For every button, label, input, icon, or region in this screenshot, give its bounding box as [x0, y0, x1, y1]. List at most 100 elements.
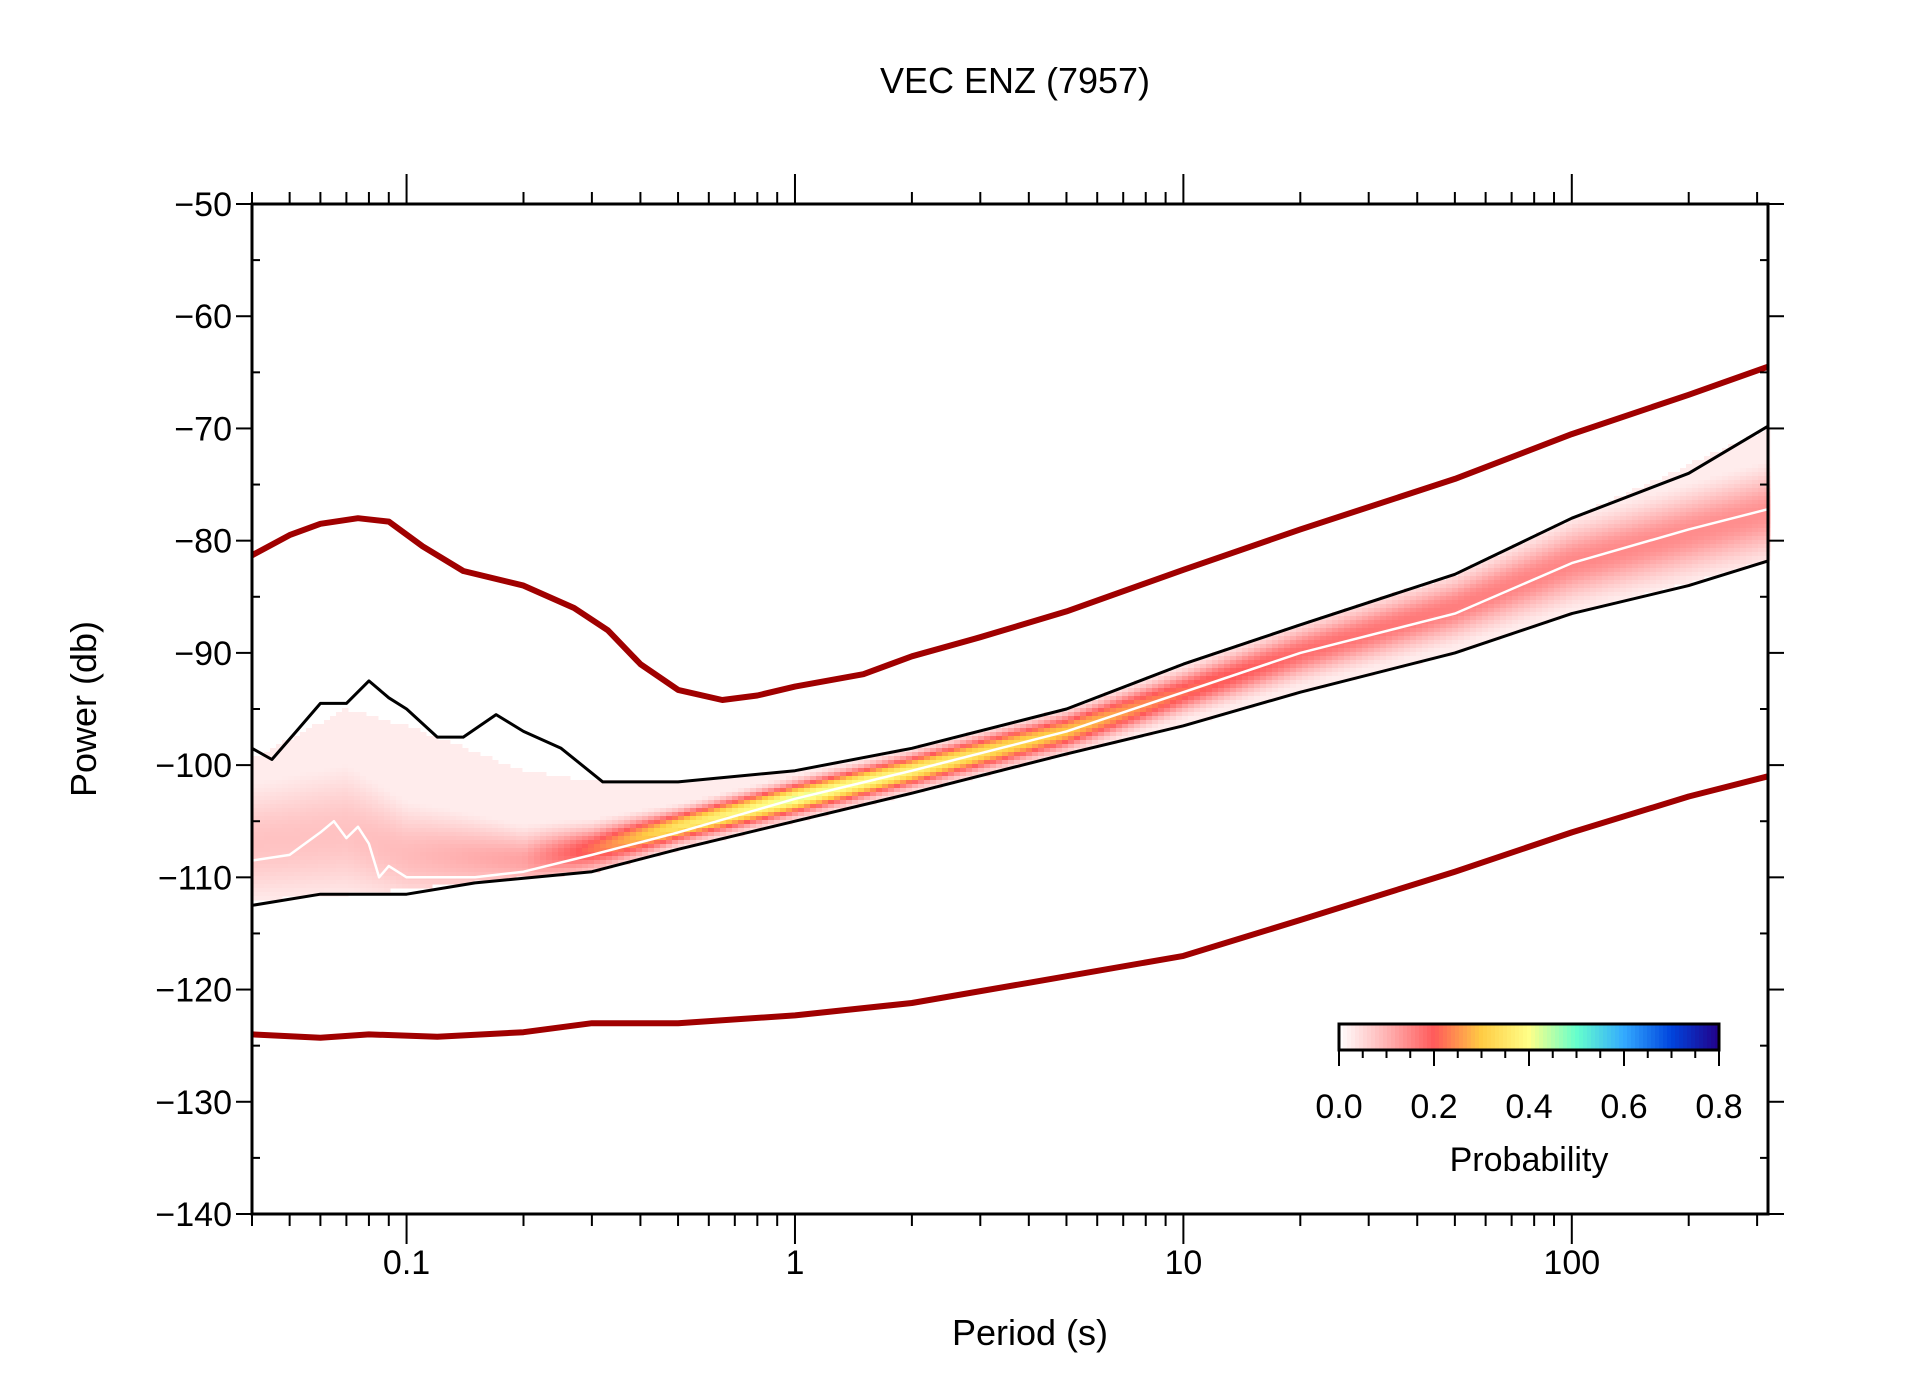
density-cell — [1482, 600, 1489, 605]
density-cell — [762, 776, 769, 781]
density-cell — [1362, 628, 1369, 633]
density-cell — [804, 784, 811, 789]
density-cell — [1458, 636, 1465, 641]
density-cell — [876, 780, 883, 785]
density-cell — [714, 824, 721, 829]
density-cell — [282, 804, 289, 809]
density-cell — [636, 804, 643, 809]
density-cell — [1368, 616, 1375, 621]
density-cell — [312, 880, 319, 885]
density-cell — [540, 868, 547, 873]
density-cell — [1566, 584, 1573, 589]
density-cell — [1434, 652, 1441, 657]
density-cell — [690, 824, 697, 829]
density-cell — [282, 780, 289, 785]
density-cell — [426, 784, 433, 789]
density-cell — [252, 880, 259, 885]
density-cell — [1080, 744, 1087, 749]
density-cell — [1584, 516, 1591, 521]
density-cell — [528, 872, 535, 877]
density-cell — [468, 792, 475, 797]
density-cell — [360, 852, 367, 857]
density-cell — [342, 876, 349, 881]
density-cell — [438, 772, 445, 777]
density-cell — [444, 844, 451, 849]
density-cell — [558, 796, 565, 801]
density-cell — [312, 868, 319, 873]
density-cell — [366, 752, 373, 757]
density-cell — [1638, 508, 1645, 513]
density-cell — [1206, 672, 1213, 677]
density-cell — [1302, 640, 1309, 645]
density-cell — [1380, 608, 1387, 613]
density-cell — [1356, 656, 1363, 661]
density-cell — [456, 820, 463, 825]
density-cell — [444, 836, 451, 841]
density-cell — [1146, 728, 1153, 733]
density-cell — [402, 836, 409, 841]
density-cell — [462, 832, 469, 837]
density-cell — [1554, 552, 1561, 557]
density-cell — [1644, 504, 1651, 509]
density-cell — [1644, 564, 1651, 569]
density-cell — [1560, 572, 1567, 577]
density-cell — [516, 844, 523, 849]
density-cell — [1044, 752, 1051, 757]
density-cell — [1020, 732, 1027, 737]
density-cell — [1362, 668, 1369, 673]
density-cell — [1080, 704, 1087, 709]
density-cell — [918, 784, 925, 789]
density-cell — [1338, 652, 1345, 657]
density-cell — [528, 840, 535, 845]
density-cell — [942, 768, 949, 773]
density-cell — [264, 792, 271, 797]
density-cell — [1482, 628, 1489, 633]
density-cell — [828, 796, 835, 801]
density-cell — [1602, 512, 1609, 517]
density-cell — [438, 880, 445, 885]
density-cell — [912, 756, 919, 761]
density-cell — [1332, 676, 1339, 681]
density-cell — [1038, 756, 1045, 761]
density-cell — [492, 812, 499, 817]
density-cell — [450, 880, 457, 885]
density-cell — [282, 812, 289, 817]
density-cell — [1062, 728, 1069, 733]
density-cell — [342, 800, 349, 805]
density-cell — [1494, 628, 1501, 633]
density-cell — [624, 824, 631, 829]
density-cell — [1236, 648, 1243, 653]
density-cell — [1560, 592, 1567, 597]
density-cell — [366, 856, 373, 861]
density-cell — [1476, 620, 1483, 625]
density-cell — [402, 752, 409, 757]
density-cell — [666, 824, 673, 829]
density-cell — [1332, 652, 1339, 657]
density-cell — [1560, 612, 1567, 617]
density-cell — [474, 832, 481, 837]
density-cell — [1578, 556, 1585, 561]
density-cell — [990, 732, 997, 737]
density-cell — [342, 860, 349, 865]
density-cell — [1542, 596, 1549, 601]
density-cell — [552, 832, 559, 837]
density-cell — [1170, 684, 1177, 689]
density-cell — [1260, 676, 1267, 681]
density-cell — [372, 760, 379, 765]
density-cell — [330, 788, 337, 793]
density-cell — [1650, 540, 1657, 545]
density-cell — [1314, 624, 1321, 629]
density-cell — [732, 800, 739, 805]
density-cell — [1140, 728, 1147, 733]
density-cell — [1458, 592, 1465, 597]
density-cell — [1632, 592, 1639, 597]
density-cell — [1542, 540, 1549, 545]
density-cell — [1410, 628, 1417, 633]
density-cell — [1140, 680, 1147, 685]
density-cell — [648, 812, 655, 817]
density-cell — [1038, 716, 1045, 721]
density-cell — [420, 836, 427, 841]
density-cell — [384, 860, 391, 865]
density-cell — [1518, 544, 1525, 549]
density-cell — [636, 832, 643, 837]
